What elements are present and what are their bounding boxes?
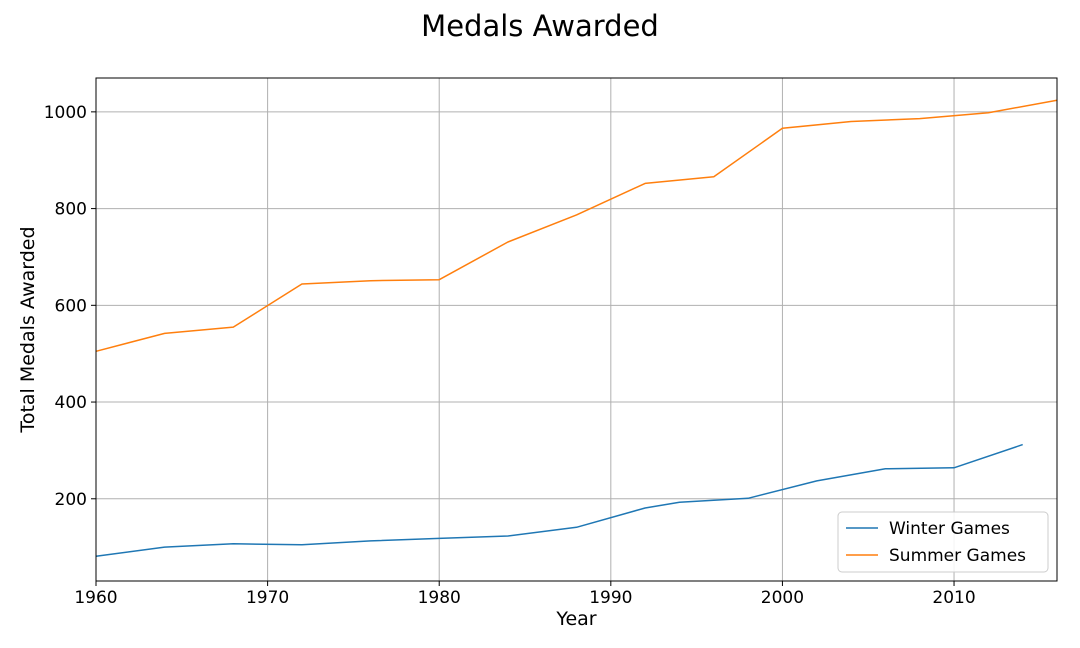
series-line-winter-games bbox=[95, 443, 1023, 558]
y-tick-label: 200 bbox=[55, 490, 87, 510]
y-tick-label: 400 bbox=[55, 393, 87, 413]
x-tick-label: 2000 bbox=[761, 588, 804, 608]
x-axis-label: Year bbox=[555, 608, 596, 630]
x-tick-label: 2010 bbox=[932, 588, 975, 608]
grid bbox=[95, 78, 1057, 581]
x-tick-label: 1960 bbox=[74, 588, 117, 608]
series-line-summer-games bbox=[95, 99, 1058, 353]
x-tick-label: 1970 bbox=[246, 588, 289, 608]
x-tick-label: 1980 bbox=[418, 588, 461, 608]
legend: Winter Games Summer Games bbox=[837, 511, 1049, 573]
chart-title: Medals Awarded bbox=[421, 9, 659, 43]
y-tick-label: 800 bbox=[55, 200, 87, 220]
legend-entry: Winter Games bbox=[889, 519, 1010, 539]
y-tick-label: 600 bbox=[55, 296, 87, 316]
axis-ticks: 1960 1970 1980 1990 2000 2010 200 400 600 800 1000 bbox=[44, 103, 976, 608]
y-axis-label: Total Medals Awarded bbox=[17, 226, 39, 433]
legend-entry: Summer Games bbox=[889, 546, 1026, 566]
plot-frame bbox=[95, 77, 1058, 582]
legend-box bbox=[837, 511, 1049, 573]
series-layer bbox=[95, 99, 1058, 558]
y-tick-label: 1000 bbox=[44, 103, 87, 123]
x-tick-label: 1990 bbox=[589, 588, 632, 608]
